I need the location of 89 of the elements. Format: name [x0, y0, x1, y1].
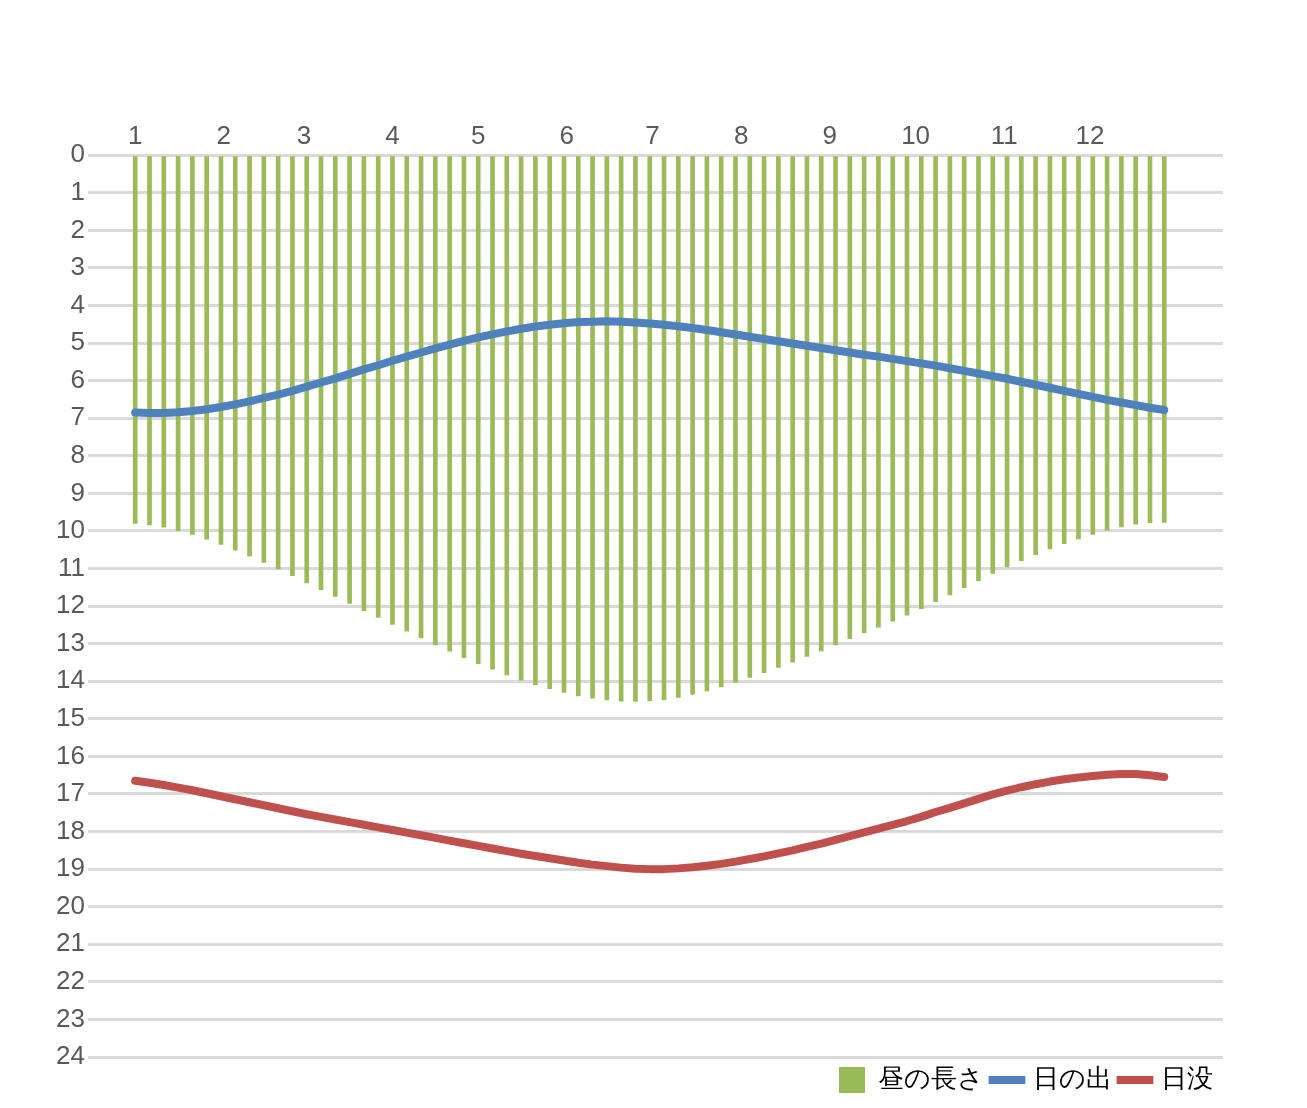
bar: [933, 156, 938, 602]
bar: [247, 156, 252, 557]
bar: [890, 156, 896, 622]
x-tick-label: 4: [385, 119, 400, 150]
bar: [190, 156, 195, 535]
bar: [332, 156, 338, 597]
y-tick-label: 13: [56, 626, 85, 657]
bar: [347, 156, 352, 604]
x-tick-label: 8: [733, 119, 749, 150]
bar: [1033, 156, 1038, 555]
bar: [404, 156, 410, 632]
bar: [504, 156, 510, 676]
y-tick-label: 20: [56, 889, 85, 920]
y-tick-label: 6: [70, 363, 85, 394]
bar: [747, 156, 753, 678]
bar: [718, 156, 724, 688]
y-tick-label: 23: [56, 1002, 85, 1033]
bar: [533, 156, 538, 685]
x-tick-label: 12: [1075, 119, 1105, 150]
y-tick-label: 21: [56, 927, 85, 958]
bar: [961, 156, 967, 589]
bar: [818, 156, 824, 652]
y-tick-label: 14: [56, 664, 85, 695]
bar: [1019, 156, 1024, 561]
bar: [833, 156, 838, 646]
bar: [590, 156, 595, 699]
y-tick-label: 12: [56, 589, 85, 620]
bar: [776, 156, 781, 668]
bar: [232, 156, 238, 551]
y-tick-label: 8: [70, 438, 85, 469]
bar: [447, 156, 452, 652]
bar: [475, 156, 481, 664]
x-tick-label: 5: [471, 119, 486, 150]
bar: [147, 156, 152, 526]
x-tick-label: 6: [559, 119, 575, 150]
y-tick-label: 17: [56, 777, 85, 808]
bar: [161, 156, 167, 528]
y-tick-label: 22: [56, 965, 85, 996]
bar: [633, 156, 638, 702]
bar: [204, 156, 210, 540]
y-tick-label: 9: [70, 476, 85, 507]
y-tick-label: 15: [56, 702, 85, 732]
bar: [918, 156, 924, 610]
legend-label: 昼の長さ: [878, 1063, 984, 1094]
bar: [876, 156, 881, 628]
y-tick-label: 5: [70, 326, 85, 357]
bar: [690, 156, 695, 695]
y-tick-label: 0: [70, 138, 85, 169]
y-tick-label: 16: [56, 739, 85, 770]
y-tick-label: 11: [57, 551, 85, 582]
bar: [375, 156, 381, 618]
bar: [290, 156, 295, 576]
x-tick-label: 10: [901, 119, 931, 150]
bar: [132, 156, 138, 524]
x-tick-label: 9: [822, 119, 838, 150]
bar: [1119, 156, 1124, 528]
bar: [790, 156, 795, 663]
y-tick-label: 3: [70, 251, 85, 282]
bar: [575, 156, 581, 697]
y-tick-label: 24: [56, 1040, 85, 1071]
bar: [1090, 156, 1096, 535]
y-tick-label: 7: [70, 401, 85, 432]
y-tick-label: 4: [70, 288, 85, 319]
y-tick-label: 1: [70, 175, 85, 206]
bar: [547, 156, 553, 690]
bar: [490, 156, 495, 670]
bar: [1076, 156, 1081, 540]
y-tick-label: 19: [56, 852, 85, 883]
legend-label: 日の出: [1033, 1063, 1112, 1094]
bar: [1161, 156, 1167, 523]
x-tick-label: 1: [127, 119, 143, 150]
bar: [390, 156, 395, 625]
bar: [676, 156, 681, 698]
legend-label: 日没: [1161, 1063, 1213, 1094]
bar: [433, 156, 438, 646]
y-tick-label: 2: [70, 213, 85, 244]
y-tick-label: 18: [56, 814, 85, 845]
bar: [733, 156, 738, 683]
bar: [647, 156, 653, 702]
bar: [990, 156, 996, 574]
x-tick-label: 11: [990, 119, 1018, 150]
bar: [976, 156, 981, 581]
bar: [1061, 156, 1067, 545]
x-tick-label: 2: [216, 119, 232, 150]
y-tick-label: 10: [56, 514, 85, 545]
bar: [304, 156, 310, 584]
bar: [1133, 156, 1139, 525]
x-tick-label: 7: [645, 119, 660, 150]
x-tick-label: 3: [296, 119, 312, 150]
